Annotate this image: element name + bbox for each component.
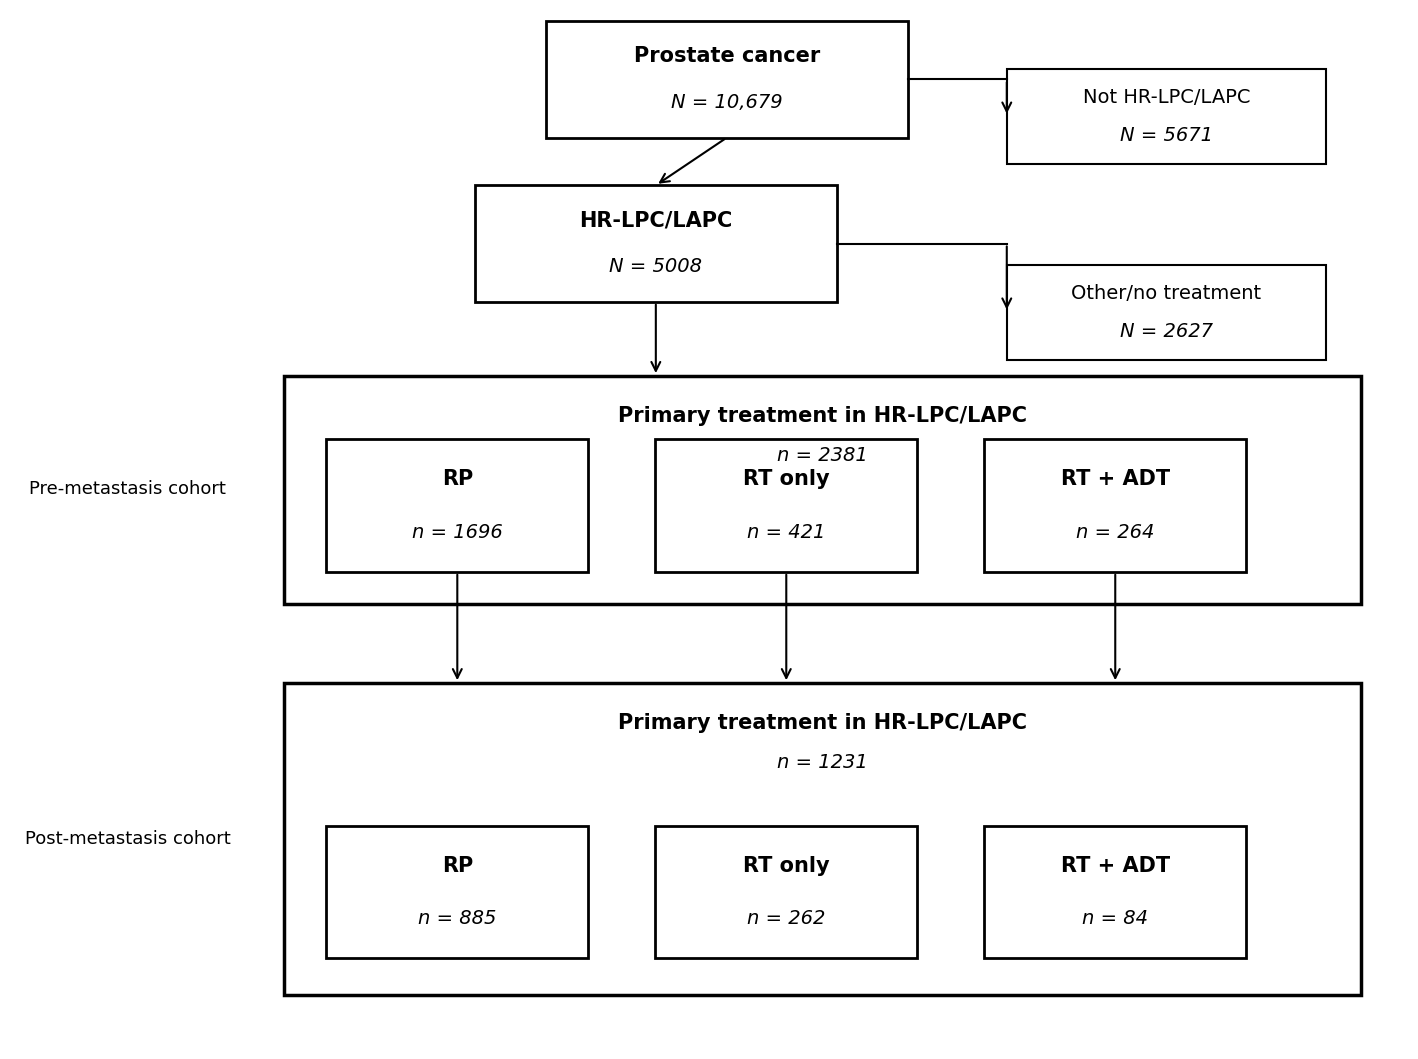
Text: RT only: RT only	[743, 469, 830, 489]
Text: RP: RP	[441, 856, 474, 876]
Text: N = 5671: N = 5671	[1120, 126, 1212, 145]
FancyBboxPatch shape	[655, 826, 917, 958]
Text: n = 2381: n = 2381	[777, 446, 868, 465]
Text: RT + ADT: RT + ADT	[1061, 856, 1170, 876]
Text: Primary treatment in HR-LPC/LAPC: Primary treatment in HR-LPC/LAPC	[618, 407, 1027, 426]
Text: N = 10,679: N = 10,679	[671, 93, 783, 112]
Text: n = 1231: n = 1231	[777, 753, 868, 772]
Text: N = 2627: N = 2627	[1120, 322, 1212, 341]
FancyBboxPatch shape	[326, 826, 588, 958]
Text: n = 421: n = 421	[747, 523, 825, 541]
FancyBboxPatch shape	[284, 683, 1361, 995]
FancyBboxPatch shape	[546, 21, 908, 138]
FancyBboxPatch shape	[326, 439, 588, 572]
FancyBboxPatch shape	[1007, 69, 1326, 164]
Text: n = 84: n = 84	[1082, 910, 1149, 928]
Text: RT only: RT only	[743, 856, 830, 876]
FancyBboxPatch shape	[984, 439, 1246, 572]
FancyBboxPatch shape	[284, 376, 1361, 604]
Text: Other/no treatment: Other/no treatment	[1071, 284, 1262, 303]
Text: Pre-metastasis cohort: Pre-metastasis cohort	[30, 481, 225, 498]
Text: n = 264: n = 264	[1076, 523, 1154, 541]
Text: HR-LPC/LAPC: HR-LPC/LAPC	[579, 211, 733, 230]
FancyBboxPatch shape	[475, 185, 837, 302]
FancyBboxPatch shape	[655, 439, 917, 572]
Text: n = 885: n = 885	[418, 910, 496, 928]
Text: Primary treatment in HR-LPC/LAPC: Primary treatment in HR-LPC/LAPC	[618, 714, 1027, 733]
Text: N = 5008: N = 5008	[610, 257, 702, 276]
Text: Not HR-LPC/LAPC: Not HR-LPC/LAPC	[1082, 88, 1251, 107]
Text: n = 1696: n = 1696	[413, 523, 502, 541]
FancyBboxPatch shape	[984, 826, 1246, 958]
Text: n = 262: n = 262	[747, 910, 825, 928]
Text: RP: RP	[441, 469, 474, 489]
Text: Post-metastasis cohort: Post-metastasis cohort	[24, 830, 231, 847]
Text: Prostate cancer: Prostate cancer	[634, 47, 820, 66]
Text: RT + ADT: RT + ADT	[1061, 469, 1170, 489]
FancyBboxPatch shape	[1007, 265, 1326, 360]
